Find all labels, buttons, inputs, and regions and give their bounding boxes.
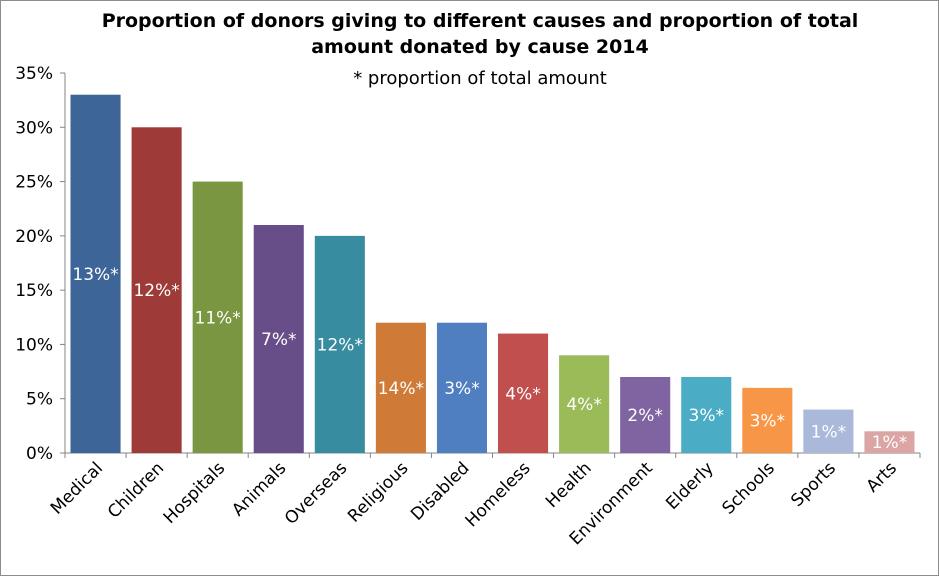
y-tick-label: 15% (15, 281, 53, 301)
bar (436, 322, 488, 453)
data-label: 4%* (566, 395, 601, 415)
bar (314, 235, 365, 453)
bar (70, 94, 121, 453)
data-label: 1%* (811, 422, 846, 442)
bars (70, 94, 915, 454)
x-tick-label: Animals (228, 458, 290, 520)
x-tick-label: Homeless (462, 458, 535, 531)
x-tick-label: Overseas (281, 458, 351, 528)
x-tick-label: Health (542, 458, 596, 512)
x-tick-label: Elderly (662, 458, 718, 514)
bar (375, 322, 426, 453)
data-label: 11%* (195, 308, 241, 328)
bar (559, 355, 610, 453)
data-label: 14%* (378, 379, 424, 399)
data-label: 3%* (750, 411, 785, 431)
data-label: 1%* (872, 433, 907, 453)
x-tick-label: Arts (863, 458, 901, 496)
y-tick-label: 10% (15, 335, 53, 355)
chart-subtitle: * proportion of total amount (353, 68, 607, 89)
data-label: 7%* (261, 330, 296, 350)
chart-title-line-2: amount donated by cause 2014 (311, 36, 649, 58)
bar (253, 225, 304, 453)
data-label: 2%* (627, 406, 662, 426)
data-labels: 13%* 12%* 11%* 7%* 12%* 14%* 3%* 4%* 4%* 2%* 3%* 3%… (72, 265, 907, 453)
x-tick-label: Schools (719, 458, 779, 518)
x-tick-label: Children (104, 458, 168, 522)
data-label: 13%* (72, 265, 118, 285)
bar (742, 387, 793, 453)
bar (681, 377, 732, 453)
chart-title-line-1: Proportion of donors giving to different… (101, 10, 859, 32)
bar (497, 333, 549, 453)
data-label: 12%* (317, 335, 363, 355)
y-tick-label: 5% (26, 390, 53, 410)
bar (620, 377, 671, 453)
y-tick-label: 20% (15, 227, 53, 247)
bar (192, 181, 243, 454)
data-label: 12%* (133, 281, 179, 301)
y-tick-label: 0% (26, 444, 53, 464)
x-tick-label: Religious (344, 458, 412, 526)
y-tick-label: 25% (15, 173, 53, 193)
data-label: 4%* (505, 384, 540, 404)
x-tick-label: Medical (47, 458, 107, 518)
bar (131, 127, 182, 454)
y-tick-label: 30% (15, 118, 53, 138)
data-label: 3%* (689, 406, 724, 426)
bar (803, 409, 854, 453)
x-tick-label: Sports (787, 458, 840, 511)
chart-title: Proportion of donors giving to different… (40, 8, 920, 60)
y-tick-label: 35% (15, 64, 53, 84)
bar (864, 431, 915, 453)
data-label: 3%* (444, 379, 479, 399)
x-tick-label: Hospitals (160, 458, 230, 528)
